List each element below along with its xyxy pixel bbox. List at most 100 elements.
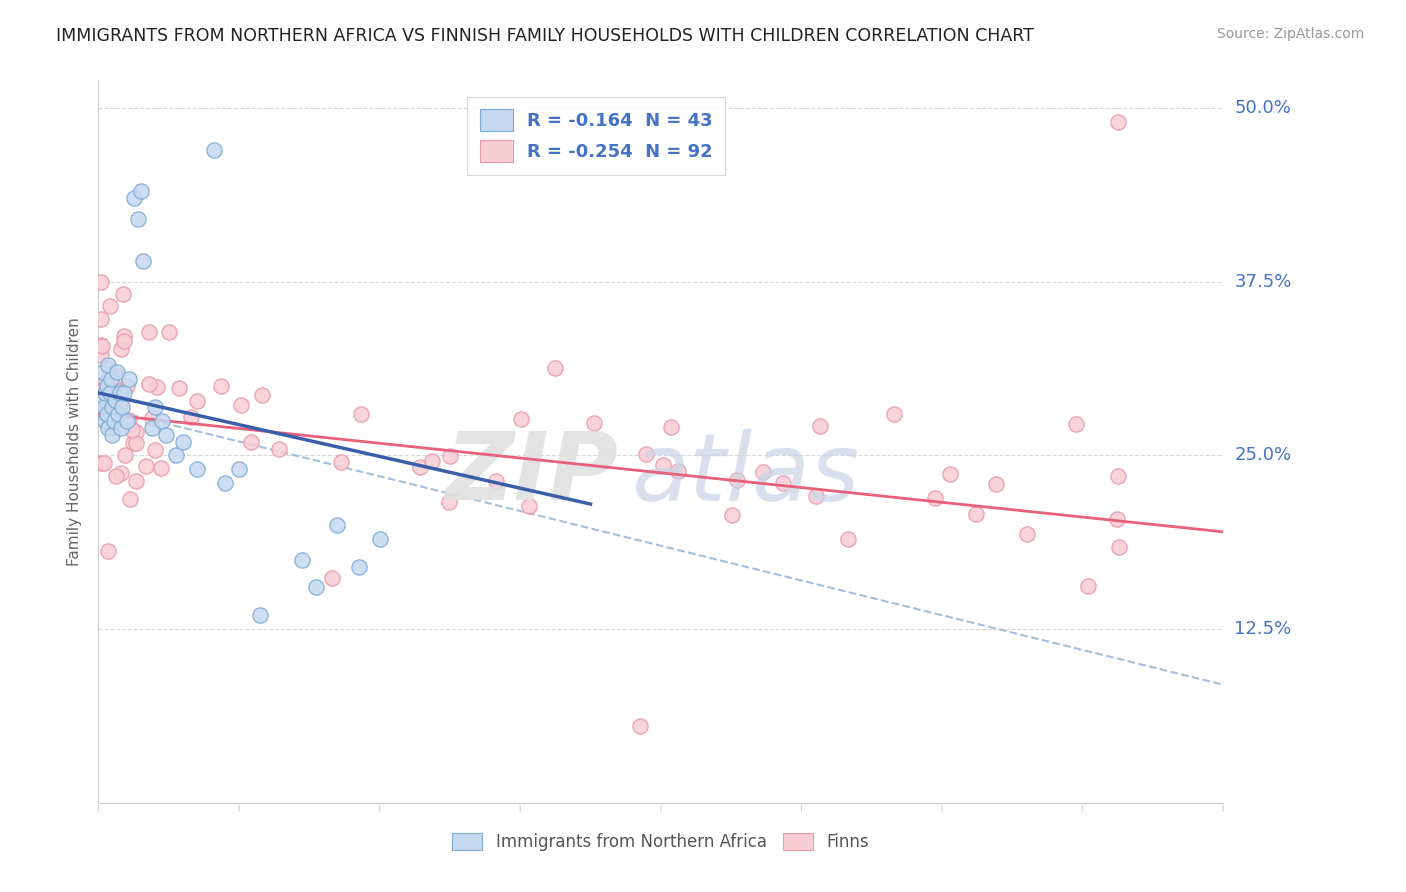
Point — [350, 407, 373, 421]
Point — [517, 499, 540, 513]
Point — [1107, 115, 1129, 129]
Point — [157, 325, 180, 339]
Point — [1105, 512, 1128, 526]
Point — [103, 420, 125, 434]
Point — [652, 458, 675, 473]
Point — [124, 474, 146, 488]
Point — [141, 410, 163, 425]
Legend: Immigrants from Northern Africa, Finns: Immigrants from Northern Africa, Finns — [444, 825, 877, 860]
Point — [98, 385, 121, 400]
Point — [112, 328, 135, 343]
Point — [118, 372, 141, 386]
Point — [180, 410, 202, 425]
Point — [110, 466, 132, 480]
Point — [149, 460, 172, 475]
Point — [90, 456, 112, 470]
Point — [330, 455, 353, 469]
Point — [138, 325, 160, 339]
Text: Source: ZipAtlas.com: Source: ZipAtlas.com — [1216, 27, 1364, 41]
Point — [110, 420, 132, 434]
Text: 37.5%: 37.5% — [1234, 273, 1292, 291]
Point — [239, 435, 262, 450]
Point — [97, 358, 120, 372]
Point — [90, 276, 112, 290]
Text: 50.0%: 50.0% — [1234, 99, 1291, 117]
Y-axis label: Family Households with Children: Family Households with Children — [67, 318, 83, 566]
Point — [101, 397, 124, 411]
Point — [249, 608, 271, 623]
Point — [135, 458, 157, 473]
Point — [326, 517, 349, 532]
Point — [110, 392, 132, 406]
Point — [321, 571, 343, 585]
Point — [269, 442, 291, 456]
Point — [94, 407, 117, 421]
Point — [110, 342, 132, 356]
Point — [127, 212, 149, 227]
Point — [155, 427, 177, 442]
Point — [122, 191, 145, 205]
Text: 25.0%: 25.0% — [1234, 446, 1292, 465]
Point — [103, 414, 125, 428]
Point — [409, 459, 432, 474]
Point — [1064, 417, 1087, 431]
Point — [439, 450, 461, 464]
Point — [101, 400, 124, 414]
Point — [132, 253, 155, 268]
Point — [804, 489, 827, 503]
Point — [90, 348, 112, 362]
Point — [121, 424, 143, 438]
Point — [883, 407, 905, 421]
Point — [111, 400, 134, 414]
Point — [104, 469, 127, 483]
Point — [510, 412, 533, 426]
Point — [90, 392, 112, 407]
Point — [118, 412, 141, 426]
Point — [984, 477, 1007, 491]
Point — [97, 544, 120, 558]
Text: 12.5%: 12.5% — [1234, 620, 1292, 638]
Point — [214, 476, 236, 491]
Point — [437, 494, 460, 508]
Text: ZIP: ZIP — [446, 428, 617, 520]
Point — [202, 143, 225, 157]
Point — [104, 392, 127, 407]
Point — [111, 287, 134, 301]
Point — [231, 398, 253, 412]
Point — [105, 370, 128, 384]
Point — [165, 449, 187, 463]
Point — [91, 410, 114, 425]
Point — [117, 379, 139, 393]
Point — [485, 475, 508, 489]
Point — [97, 420, 120, 434]
Point — [93, 383, 115, 397]
Point — [186, 462, 208, 476]
Point — [112, 334, 135, 348]
Point — [209, 379, 232, 393]
Point — [125, 435, 148, 450]
Point — [172, 434, 194, 449]
Point — [94, 414, 117, 428]
Point — [91, 339, 114, 353]
Point — [90, 338, 112, 352]
Point — [725, 473, 748, 487]
Point — [101, 427, 124, 442]
Text: IMMIGRANTS FROM NORTHERN AFRICA VS FINNISH FAMILY HOUSEHOLDS WITH CHILDREN CORRE: IMMIGRANTS FROM NORTHERN AFRICA VS FINNI… — [56, 27, 1035, 45]
Point — [107, 407, 129, 421]
Point — [186, 394, 208, 409]
Point — [108, 385, 131, 400]
Point — [808, 419, 831, 434]
Point — [112, 385, 135, 400]
Point — [666, 464, 689, 478]
Point — [1077, 578, 1099, 592]
Point — [114, 448, 136, 462]
Point — [1107, 469, 1129, 483]
Point — [837, 533, 859, 547]
Point — [150, 414, 173, 428]
Point — [94, 374, 117, 388]
Point — [659, 420, 682, 434]
Point — [228, 462, 250, 476]
Point — [100, 372, 122, 386]
Point — [98, 416, 121, 430]
Point — [543, 361, 565, 376]
